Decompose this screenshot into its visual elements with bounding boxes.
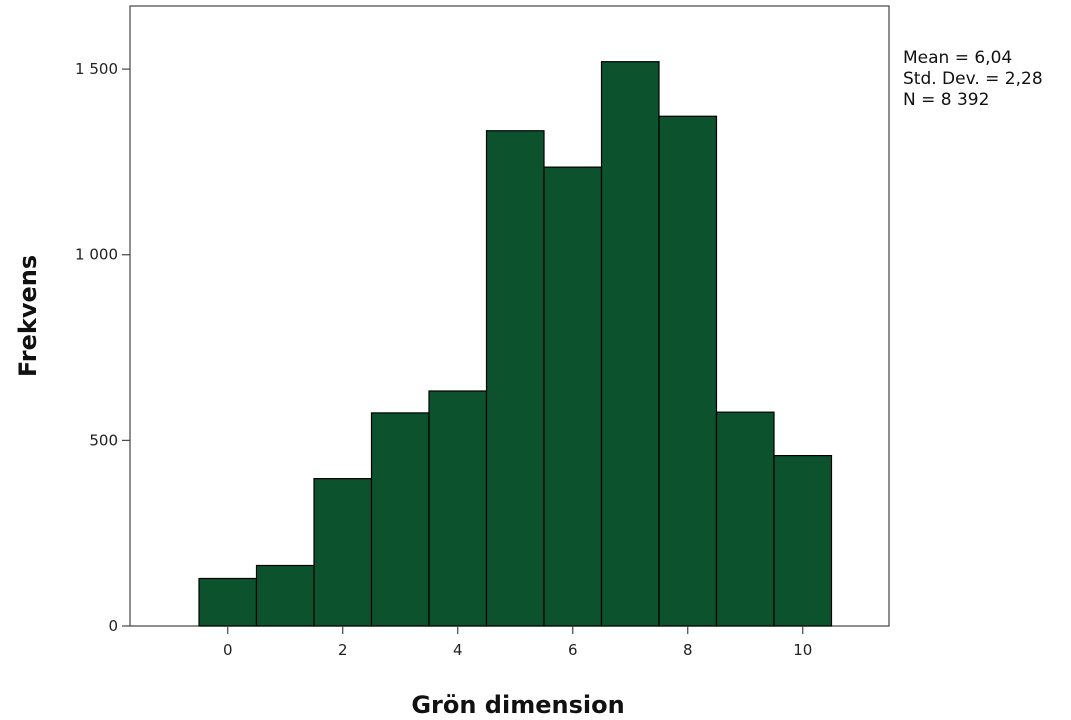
x-tick-label: 8 [683,641,693,659]
y-axis-title: Frekvens [14,255,42,377]
stats-mean: Mean = 6,04 [903,48,1012,68]
histogram-bar [485,130,545,627]
histogram-bar [198,577,258,627]
y-tick-label: 500 [89,431,118,449]
histogram-bar [255,564,315,627]
x-tick-label: 10 [793,641,812,659]
bars-layer [198,61,833,627]
x-tick-label: 4 [453,641,463,659]
histogram-bar [715,411,775,627]
histogram-bar [658,115,718,627]
y-tick-label: 1 500 [75,60,118,78]
histogram-bar [428,390,488,627]
y-tick-label: 1 000 [75,246,118,264]
x-tick-label: 6 [568,641,578,659]
x-tick-label: 0 [223,641,233,659]
histogram-bar [600,61,660,627]
axes-layer: 0 500 1 000 1 500 0 2 4 6 8 10 [75,60,812,659]
histogram-bar [313,478,373,627]
stats-n: N = 8 392 [903,90,989,110]
histogram-bar [543,166,603,627]
histogram-bar [370,412,430,627]
stats-std-dev: Std. Dev. = 2,28 [903,69,1043,89]
y-tick-label: 0 [108,617,118,635]
x-axis-title: Grön dimension [411,691,624,719]
histogram-bar [773,454,833,627]
x-tick-label: 2 [338,641,348,659]
